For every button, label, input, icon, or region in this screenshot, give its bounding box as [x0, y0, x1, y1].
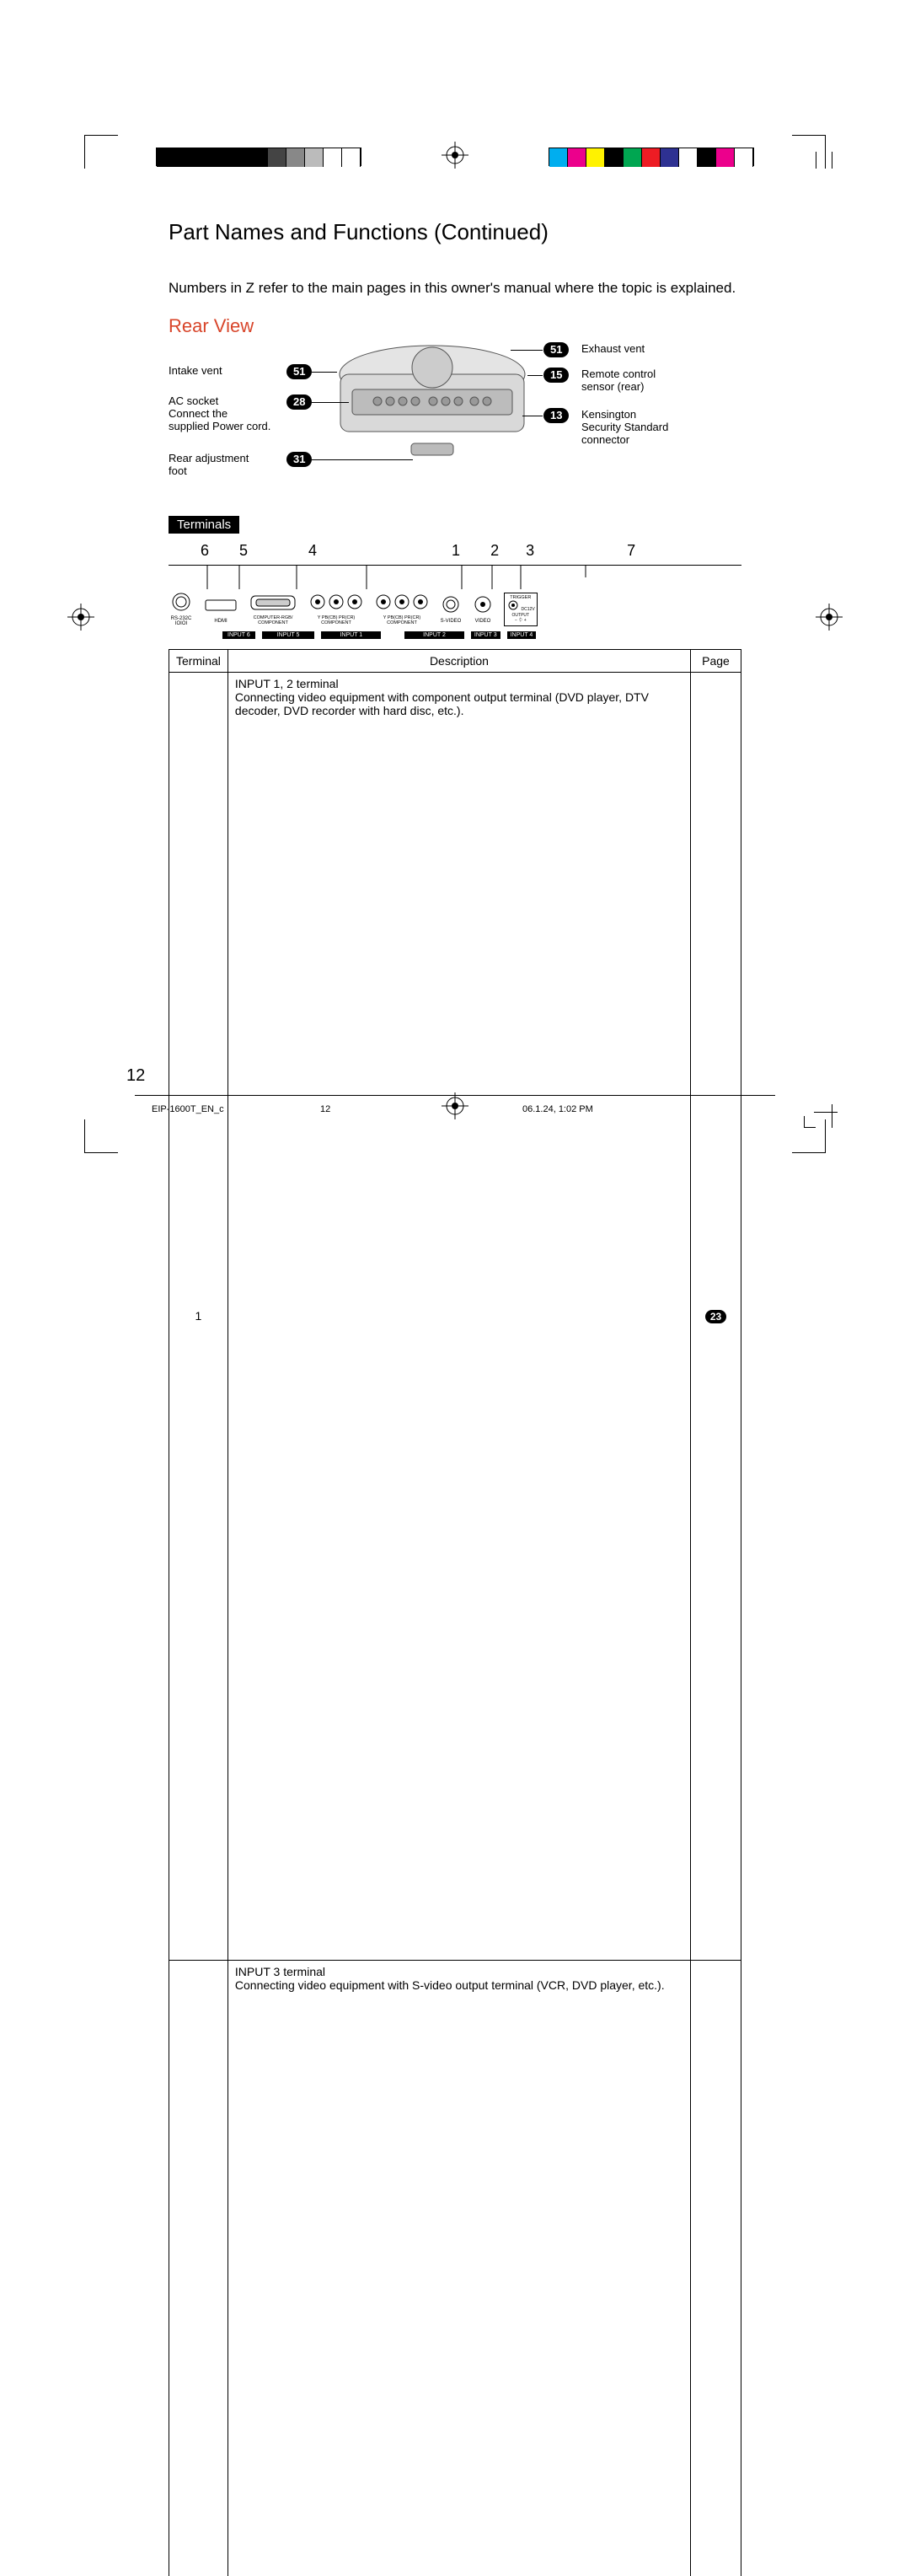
reg-cell — [212, 148, 231, 167]
reg-cell — [698, 148, 716, 167]
crop-mark-tl — [84, 135, 118, 169]
registration-target-right — [816, 604, 843, 631]
port-svideo: S-VIDEO — [440, 595, 462, 624]
page-number: 12 — [126, 1066, 145, 1086]
terminals-diagram: RS-232CIOIOI HDMI COMPUTER-RGB/COMPONENT — [169, 565, 741, 641]
terminals-table: Terminal Description Page 1INPUT 1, 2 te… — [169, 649, 741, 2576]
content-area: Part Names and Functions (Continued) Num… — [169, 219, 741, 2576]
footer-doc-id: EIP-1600T_EN_c — [152, 1104, 224, 1114]
terminal-number-row: 6 5 4 1 2 3 7 — [169, 534, 741, 565]
cell-terminal-num: 2 — [169, 1960, 228, 2576]
reg-cell — [624, 148, 642, 167]
reg-cell — [716, 148, 735, 167]
leader-line — [312, 459, 413, 460]
leader-line — [312, 402, 349, 403]
footer-rule — [135, 1095, 775, 1096]
terminal-number: 1 — [452, 542, 460, 560]
footer-page: 12 — [320, 1104, 330, 1114]
intro-text: Numbers in Z refer to the main pages in … — [169, 279, 741, 298]
badge-rear-foot: 31 — [286, 452, 312, 467]
port-component-1: Y PB(CB) PR(CR)COMPONENT — [308, 593, 364, 625]
leader-line — [511, 350, 543, 351]
port-trigger: TRIGGER DC12VOUTPUT− ⏀ + — [504, 593, 538, 626]
footer-timestamp: 06.1.24, 1:02 PM — [522, 1104, 593, 1114]
label-kensington: Kensington Security Standard connector — [581, 408, 668, 446]
reg-cell — [249, 148, 268, 167]
reg-cell — [286, 148, 305, 167]
cell-description: INPUT 3 terminalConnecting video equipme… — [228, 1960, 690, 2576]
crop-mark-br-inner — [804, 1094, 838, 1128]
terminal-input-labels: INPUT 6 INPUT 5 INPUT 1 INPUT 2 INPUT 3 … — [222, 631, 536, 639]
table-row: 1INPUT 1, 2 terminalConnecting video equ… — [169, 672, 741, 1960]
label-intake-vent: Intake vent — [169, 364, 222, 377]
projector-illustration — [327, 342, 538, 477]
col-description: Description — [228, 649, 690, 672]
badge-ac-socket: 28 — [286, 394, 312, 410]
reg-cell — [305, 148, 324, 167]
reg-cell — [231, 148, 249, 167]
badge-remote-sensor: 15 — [543, 368, 569, 383]
reg-cell — [661, 148, 679, 167]
registration-strip-right — [549, 148, 754, 166]
page-title: Part Names and Functions (Continued) — [169, 219, 741, 245]
section-heading: Rear View — [169, 315, 741, 337]
page: Part Names and Functions (Continued) Num… — [0, 0, 910, 1288]
port-rs232c: RS-232CIOIOI — [169, 593, 194, 626]
label-ac-socket: AC socket Connect the supplied Power cor… — [169, 394, 270, 432]
terminals-heading: Terminals — [169, 516, 239, 534]
label-remote-sensor: Remote control sensor (rear) — [581, 368, 656, 393]
page-ref-badge: 23 — [705, 1310, 726, 1323]
reg-cell — [568, 148, 586, 167]
cell-description: INPUT 1, 2 terminalConnecting video equi… — [228, 672, 690, 1960]
label-exhaust: Exhaust vent — [581, 342, 645, 355]
cell-terminal-num: 1 — [169, 672, 228, 1960]
port-hdmi: HDMI — [204, 595, 238, 624]
port-computer-rgb: COMPUTER-RGB/COMPONENT — [248, 593, 298, 625]
reg-cell — [549, 148, 568, 167]
reg-cell — [735, 148, 753, 167]
crop-mark-tr-inner — [816, 152, 838, 177]
label-rear-foot: Rear adjustment foot — [169, 452, 249, 477]
rear-view-diagram: Intake vent 51 AC socket Connect the sup… — [169, 342, 741, 502]
terminal-number: 2 — [490, 542, 499, 560]
leader-line — [312, 372, 337, 373]
label-text: Intake vent — [169, 364, 222, 377]
registration-strip-left — [156, 148, 361, 166]
terminal-number: 6 — [201, 542, 209, 560]
col-terminal: Terminal — [169, 649, 228, 672]
terminal-number: 4 — [308, 542, 317, 560]
port-video: VIDEO — [472, 595, 494, 624]
cell-page-ref: 23 — [691, 672, 741, 1960]
badge-exhaust: 51 — [543, 342, 569, 357]
reg-cell — [194, 148, 212, 167]
terminal-number: 7 — [627, 542, 635, 560]
leader-line — [527, 375, 543, 376]
table-header-row: Terminal Description Page — [169, 649, 741, 672]
reg-cell — [342, 148, 361, 167]
registration-target-top — [442, 142, 468, 169]
cell-page-ref: 24 — [691, 1960, 741, 2576]
terminal-number: 5 — [239, 542, 248, 560]
crop-mark-bl — [84, 1119, 118, 1153]
reg-cell — [175, 148, 194, 167]
reg-cell — [642, 148, 661, 167]
reg-cell — [268, 148, 286, 167]
table-row: 2INPUT 3 terminalConnecting video equipm… — [169, 1960, 741, 2576]
port-component-2: Y PB(CB) PR(CR)COMPONENT — [374, 593, 430, 625]
registration-target-left — [67, 604, 94, 631]
badge-intake-vent: 51 — [286, 364, 312, 379]
badge-kensington: 13 — [543, 408, 569, 423]
reg-cell — [605, 148, 624, 167]
reg-cell — [324, 148, 342, 167]
reg-cell — [157, 148, 175, 167]
reg-cell — [679, 148, 698, 167]
terminal-number: 3 — [526, 542, 534, 560]
reg-cell — [586, 148, 605, 167]
col-page: Page — [691, 649, 741, 672]
